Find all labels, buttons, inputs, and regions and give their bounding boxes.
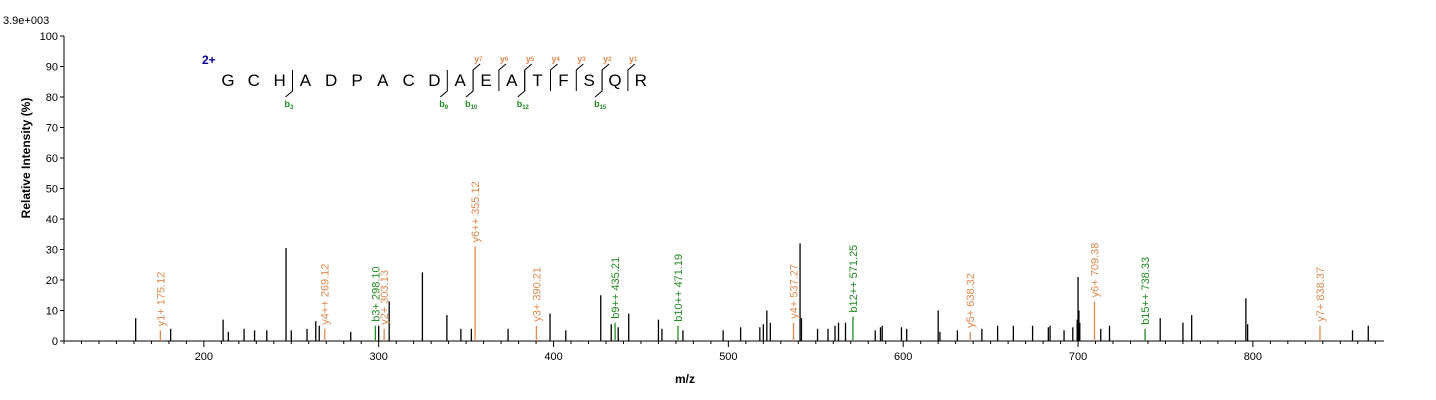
y-ion-fragment-mark [472,63,481,91]
y-ion-fragment-mark [601,63,610,91]
peaks [135,243,1369,341]
y-ion-label: y5+ 638.32 [965,273,977,328]
y-ion-label: y3+ 390.21 [531,267,543,322]
b-ion-index-label: b3 [285,99,295,111]
y-tick-label: 100 [40,31,58,43]
b-ion-label: b12++ 571.25 [848,245,860,313]
charge-state-label: 2+ [202,53,216,67]
y-ion-fragment-mark [524,63,533,91]
y-ion-label: y1+ 175.12 [155,272,167,327]
x-tick-label: 200 [195,351,213,363]
y-ion-index-label: y1 [629,54,638,64]
sequence-residue: E [480,71,491,90]
sequence-residue: H [273,71,285,90]
y-ion-index-label: y5 [526,54,535,64]
y-tick-label: 70 [46,123,58,135]
b-ion-fragment-mark [285,70,293,98]
y-ion-fragment-mark [550,63,558,91]
y-ion-index-label: y3 [577,54,586,64]
sequence-residue: A [377,71,389,90]
sequence-residue: R [635,71,647,90]
y-tick-label: 30 [46,245,58,257]
max-intensity-label: 3.9e+003 [3,15,49,27]
y-tick-label: 50 [46,184,58,196]
b-ion-fragment-mark [594,70,603,98]
y-ion-label: y4+ 537.27 [789,264,801,319]
sequence-residue: C [248,71,260,90]
b-ion-fragment-mark [439,70,448,98]
b-ion-index-label: b9 [439,99,449,111]
b-ion-label: b15++ 738.33 [1140,257,1152,325]
y-ion-fragment-mark [498,63,507,91]
y-ion-label: y4++ 269.12 [320,264,332,325]
b-ion-label: b10++ 471.19 [673,254,685,322]
b-ion-index-label: b15 [594,99,607,111]
sequence-residue: G [221,71,234,90]
x-tick-label: 300 [370,351,388,363]
y-tick-label: 40 [46,214,58,226]
sequence-residue: A [506,71,518,90]
y-ion-label: y6++ 355.12 [470,181,482,242]
y-ion-label: y6+ 709.38 [1089,243,1101,298]
b-ion-index-label: b12 [517,99,530,111]
y-tick-label: 10 [46,306,58,318]
y-ion-label: y7+ 838.37 [1315,267,1327,322]
y-tick-label: 90 [46,62,58,74]
axes: 0 10 20 30 40 50 60 70 80 90 100 200 300 400 500 600 700… [40,31,1384,363]
x-tick-label: 700 [1069,351,1087,363]
y-ion-index-label: y7 [474,54,483,64]
x-axis-title: m/z [675,372,695,386]
sequence-residue: A [300,71,312,90]
y-ion-fragment-mark [627,63,636,91]
y-tick-label: 80 [46,92,58,104]
sequence-residue: Q [608,71,621,90]
y-ion-index-label: y2 [603,54,612,64]
sequence-residue: P [351,71,362,90]
b-ion-index-label: b10 [465,99,478,111]
b-ion-label: b9++ 435.21 [610,257,622,319]
sequence-residue: A [455,71,467,90]
y-ion-index-label: y6 [500,54,509,64]
sequence-residue: D [428,71,440,90]
y-ion-fragment-mark [575,63,584,91]
x-tick-label: 400 [544,351,562,363]
b-ion-fragment-mark [517,70,526,98]
y-tick-label: 60 [46,153,58,165]
y-tick-label: 20 [46,275,58,287]
x-tick-label: 800 [1244,351,1262,363]
y-ion-label: y2+ 303.13 [379,270,391,325]
y-ion-index-label: y4 [552,54,561,64]
x-tick-label: 600 [894,351,912,363]
sequence-residue: D [325,71,337,90]
sequence-residue: C [402,71,414,90]
x-tick-label: 500 [719,351,737,363]
b-ion-label: b3+ 298.10 [370,266,382,321]
b-ion-fragment-mark [465,70,474,98]
sequence-residue: F [558,71,568,90]
sequence-residue: S [584,71,595,90]
y-tick-label: 0 [52,336,58,348]
y-axis-title: Relative Intensity (%) [19,98,33,219]
sequence-residue: T [532,71,542,90]
